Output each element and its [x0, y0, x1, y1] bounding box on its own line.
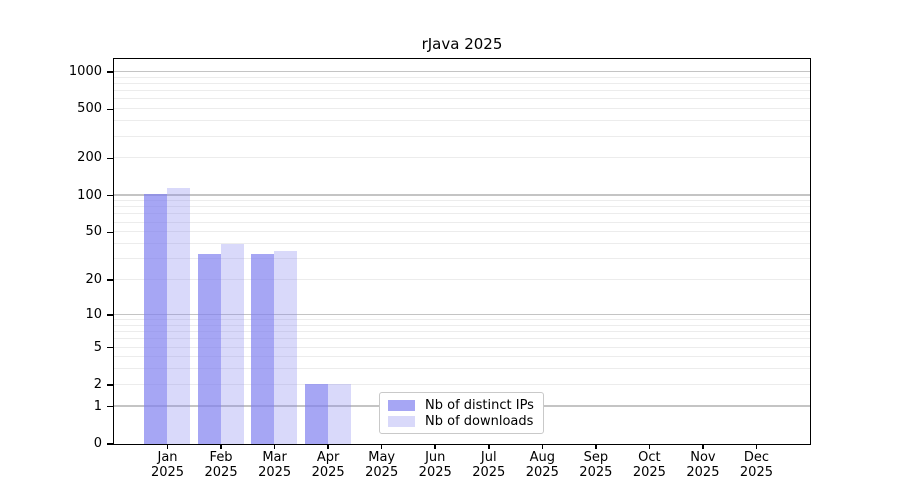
- x-tick-aug: [541, 444, 544, 449]
- x-tick-label-sep: Sep 2025: [579, 450, 613, 480]
- x-tick-label-jul: Jul 2025: [472, 450, 506, 480]
- x-tick-jan: [166, 444, 169, 449]
- y-tick-20: [106, 279, 113, 281]
- x-tick-dec: [755, 444, 758, 449]
- x-tick-label-aug: Aug 2025: [525, 450, 559, 480]
- x-tick-oct: [648, 444, 651, 449]
- y-tick-label-1: 1: [93, 398, 102, 414]
- legend-entry-distinct-ips: Nb of distinct IPs: [388, 398, 535, 413]
- y-tick-1: [106, 405, 113, 408]
- bar-nb-of-distinct-ips-feb: [197, 253, 221, 444]
- bar-nb-of-downloads-jan: [167, 187, 191, 444]
- x-tick-label-oct: Oct 2025: [632, 450, 666, 480]
- x-tick-label-dec: Dec 2025: [739, 450, 773, 480]
- x-tick-jun: [434, 444, 436, 449]
- legend-label-downloads: Nb of downloads: [425, 413, 534, 429]
- chart-title: rJava 2025: [421, 35, 503, 53]
- gridline-minor-80: [113, 206, 810, 208]
- x-tick-mar: [273, 444, 276, 449]
- x-tick-nov: [702, 444, 704, 449]
- y-tick-label-10: 10: [85, 306, 102, 322]
- x-tick-label-nov: Nov 2025: [686, 450, 720, 480]
- y-tick-label-0: 0: [93, 436, 102, 451]
- y-tick-5: [106, 346, 113, 349]
- gridline-minor-400: [113, 120, 810, 122]
- x-tick-label-apr: Apr 2025: [311, 450, 345, 480]
- y-tick-50: [106, 231, 113, 234]
- y-tick-label-5: 5: [93, 339, 102, 355]
- bar-nb-of-downloads-apr: [327, 384, 351, 444]
- x-tick-jul: [488, 444, 490, 449]
- x-tick-may: [380, 444, 383, 449]
- x-tick-apr: [327, 444, 329, 449]
- gridline-major-100: [113, 194, 810, 196]
- gridline-minor-900: [113, 76, 810, 78]
- gridline-minor-70: [113, 213, 810, 215]
- x-tick-label-jan: Jan 2025: [150, 450, 185, 480]
- y-tick-100: [106, 194, 113, 197]
- y-tick-label-50: 50: [85, 224, 102, 240]
- y-tick-200: [106, 157, 113, 160]
- y-tick-label-20: 20: [85, 272, 102, 288]
- legend: Nb of distinct IPs Nb of downloads: [379, 392, 544, 434]
- gridline-minor-60: [113, 221, 810, 223]
- gridline-minor-700: [113, 90, 810, 92]
- gridline-minor-200: [113, 157, 810, 159]
- plot-area: [112, 57, 811, 445]
- y-tick-1000: [106, 71, 113, 73]
- y-tick-label-2: 2: [93, 376, 102, 392]
- legend-swatch-downloads-icon: [388, 415, 415, 427]
- y-tick-label-200: 200: [77, 150, 102, 166]
- gridline-minor-500: [113, 108, 810, 110]
- legend-swatch-distinct-ips-icon: [388, 399, 415, 411]
- y-tick-2: [106, 384, 113, 386]
- bar-nb-of-downloads-feb: [220, 243, 244, 444]
- y-tick-10: [106, 314, 113, 316]
- bar-nb-of-distinct-ips-apr: [304, 384, 328, 444]
- x-tick-label-mar: Mar 2025: [258, 450, 292, 480]
- gridline-major-1000: [113, 70, 810, 73]
- legend-label-distinct-ips: Nb of distinct IPs: [425, 397, 534, 413]
- y-tick-0: [106, 443, 113, 445]
- x-tick-label-feb: Feb 2025: [204, 450, 238, 480]
- bar-nb-of-distinct-ips-mar: [251, 253, 275, 444]
- gridline-minor-50: [113, 231, 810, 233]
- y-tick-500: [106, 108, 113, 111]
- y-tick-label-100: 100: [77, 187, 102, 203]
- x-tick-label-may: May 2025: [365, 450, 399, 480]
- x-tick-sep: [595, 444, 597, 449]
- bar-nb-of-distinct-ips-jan: [144, 193, 168, 444]
- y-tick-label-500: 500: [77, 101, 102, 117]
- gridline-minor-40: [113, 243, 810, 245]
- legend-entry-downloads: Nb of downloads: [388, 414, 535, 429]
- y-tick-label-1000: 1000: [68, 64, 102, 79]
- gridline-minor-800: [113, 83, 810, 84]
- gridline-minor-600: [113, 98, 810, 100]
- gridline-minor-90: [113, 200, 810, 202]
- bar-nb-of-downloads-mar: [274, 250, 298, 444]
- x-tick-feb: [220, 444, 222, 449]
- gridline-minor-300: [113, 135, 810, 137]
- x-tick-label-jun: Jun 2025: [418, 450, 452, 480]
